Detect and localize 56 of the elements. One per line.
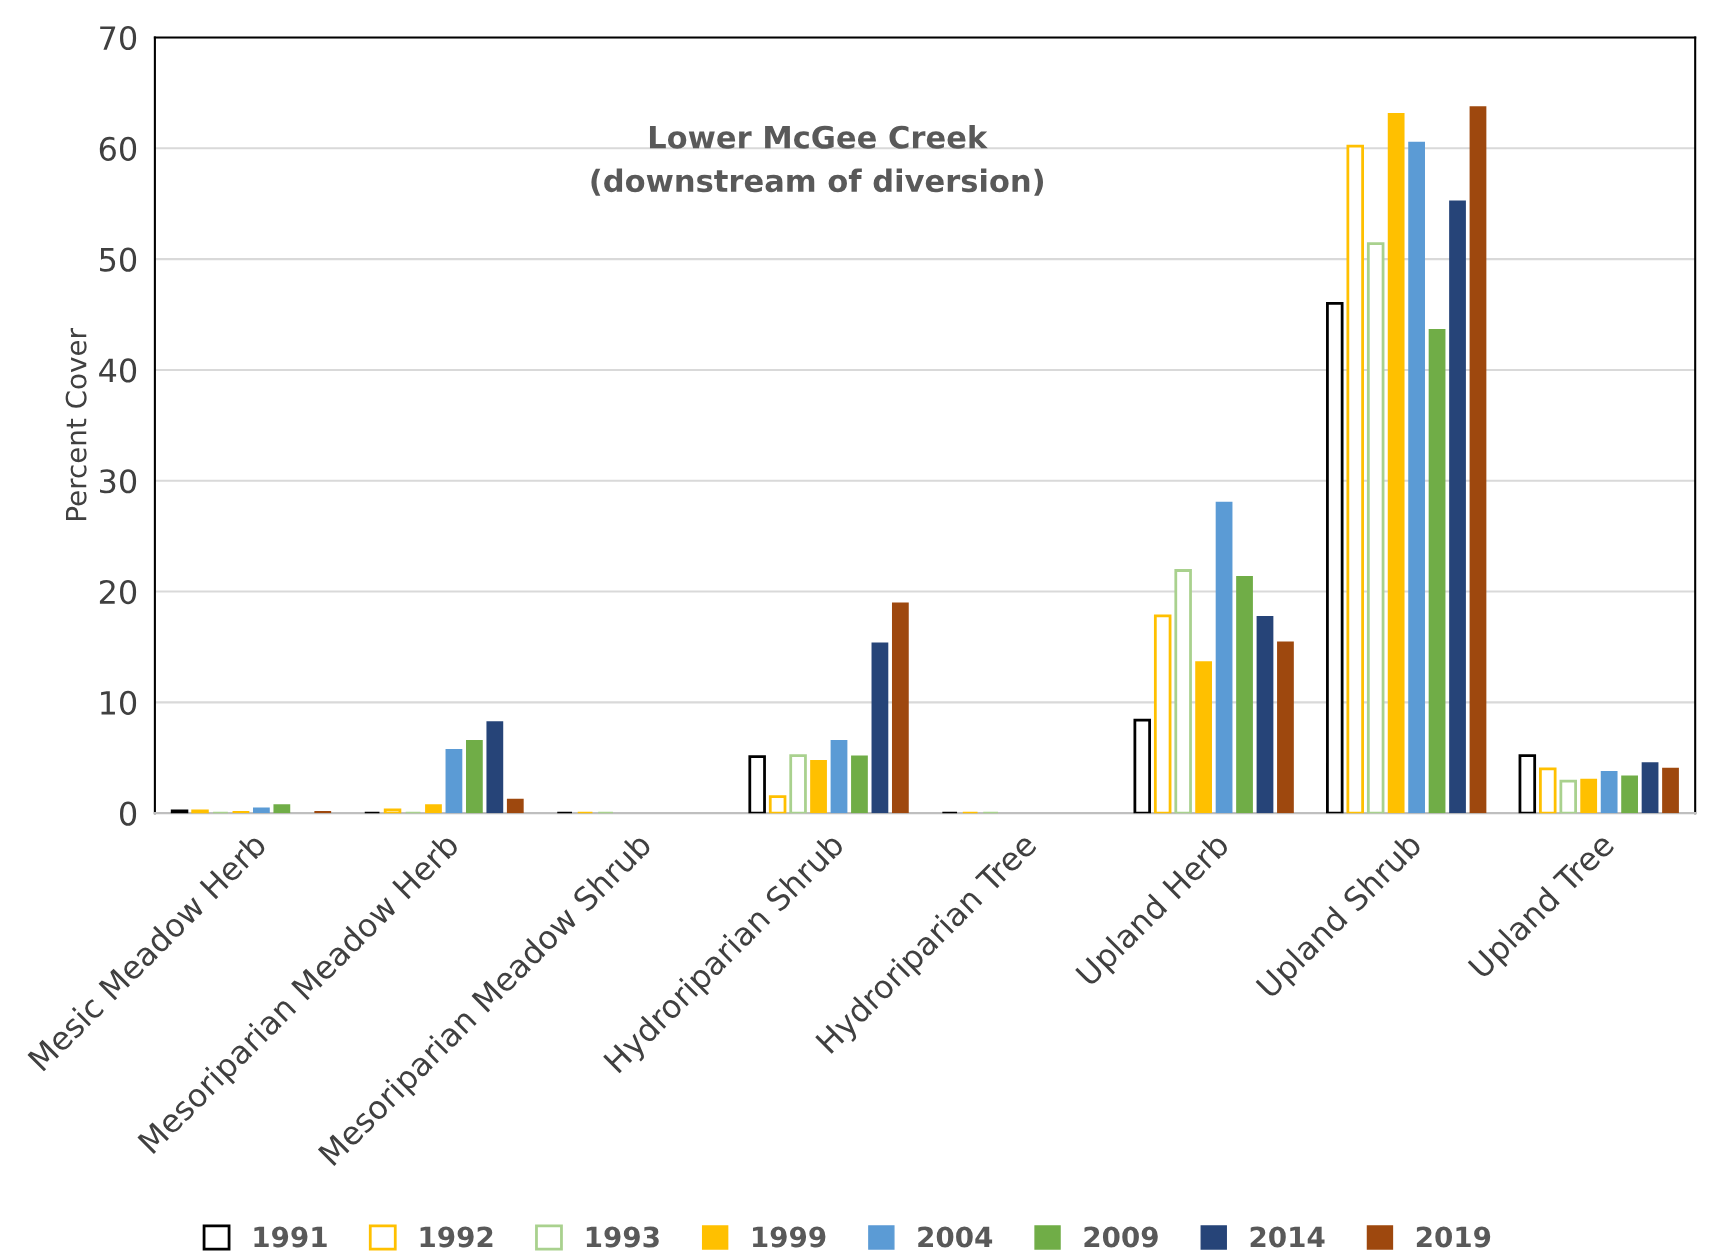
bar — [1662, 767, 1679, 814]
y-axis-title: Percent Cover — [65, 328, 87, 520]
y-tick-label: 20 — [99, 579, 137, 605]
y-tick-label: 40 — [99, 358, 137, 383]
bar — [486, 721, 504, 814]
bar — [1449, 200, 1466, 814]
bar — [1580, 778, 1598, 814]
bar — [1215, 501, 1233, 814]
bar — [1408, 141, 1425, 814]
bar — [1153, 614, 1172, 814]
bar — [506, 798, 524, 814]
bar — [191, 809, 209, 814]
bar — [273, 804, 291, 814]
bar — [1346, 144, 1364, 814]
bar — [1236, 576, 1253, 814]
bar — [383, 808, 402, 814]
legend-label: 2004 — [918, 1226, 993, 1248]
bar — [314, 810, 332, 814]
bar — [1600, 771, 1618, 814]
bar — [1277, 641, 1294, 814]
bar — [748, 755, 766, 814]
y-tick-label: 10 — [101, 690, 137, 715]
legend-label: 1992 — [420, 1226, 493, 1248]
bar — [1641, 762, 1659, 814]
bar — [425, 804, 442, 814]
bar — [1428, 328, 1446, 814]
legend-label: 2019 — [1416, 1226, 1491, 1248]
bar — [851, 755, 868, 814]
y-tick-label: 30 — [100, 469, 137, 494]
bar — [465, 740, 483, 814]
y-tick-label: 60 — [99, 136, 137, 161]
bar — [871, 642, 889, 814]
legend-label: 2014 — [1250, 1226, 1325, 1248]
y-tick-label: 70 — [100, 25, 137, 51]
bar — [1539, 767, 1557, 814]
bar — [1469, 106, 1487, 814]
bar — [1256, 615, 1274, 814]
bar — [253, 807, 270, 814]
legend-label: 2009 — [1084, 1226, 1158, 1248]
bar — [1518, 754, 1537, 814]
legend-label: 1999 — [753, 1226, 826, 1248]
bar — [1387, 112, 1405, 814]
text: Lower McGee Creek (downstream of diversion) — [591, 125, 1044, 196]
legend-label: 1991 — [254, 1226, 327, 1248]
bar — [1326, 302, 1344, 814]
bar — [1133, 718, 1151, 814]
bar — [445, 748, 463, 814]
y-tick-label: 0 — [120, 801, 137, 826]
y-tick-label: 50 — [100, 247, 137, 272]
bar — [891, 602, 909, 814]
bar — [768, 795, 787, 814]
legend-label: 1993 — [586, 1226, 659, 1248]
bar — [1195, 661, 1212, 814]
bar — [830, 740, 848, 814]
bar — [1621, 775, 1638, 814]
bar — [810, 759, 827, 814]
